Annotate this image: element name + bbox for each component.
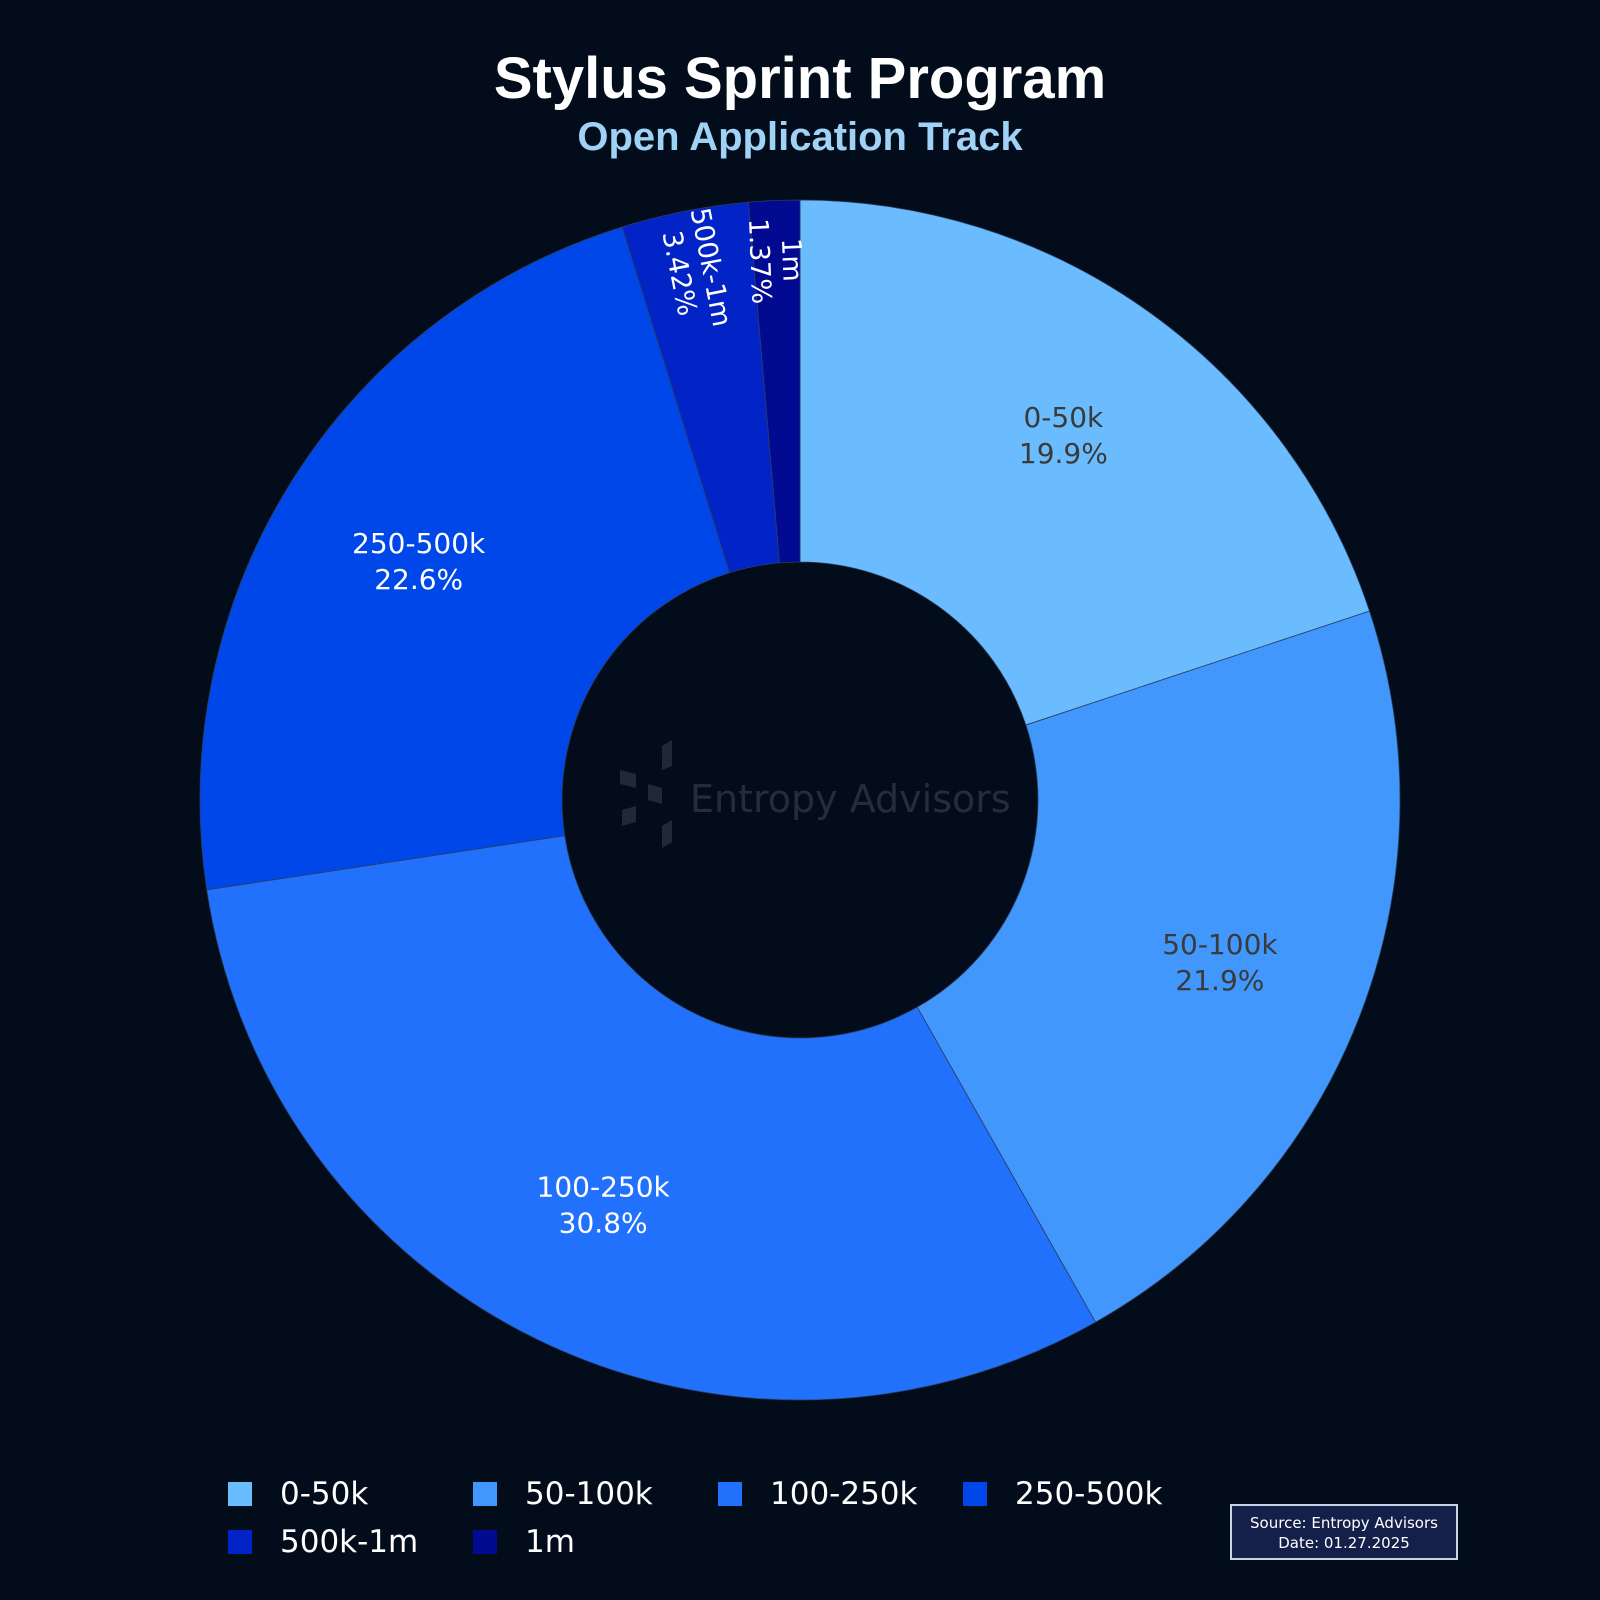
legend-label: 500k-1m <box>280 1524 419 1560</box>
legend-item-1m[interactable]: 1m <box>473 1520 575 1564</box>
slice-50-100k[interactable] <box>916 610 1401 1323</box>
legend-swatch <box>228 1482 252 1506</box>
legend-label: 0-50k <box>280 1476 369 1512</box>
source-box: Source: Entropy Advisors Date: 01.27.202… <box>1230 1504 1458 1560</box>
legend-item-500k-1m[interactable]: 500k-1m <box>228 1520 418 1564</box>
entropy-logo-icon <box>620 740 672 848</box>
chart-subtitle: Open Application Track <box>577 115 1023 159</box>
legend-swatch <box>473 1530 497 1554</box>
legend-item-250-500k[interactable]: 250-500k <box>963 1472 1162 1516</box>
legend-item-0-50k[interactable]: 0-50k <box>228 1472 368 1516</box>
legend-item-50-100k[interactable]: 50-100k <box>473 1472 653 1516</box>
slice-label-100-250k: 100-250k 30.8% <box>537 1171 671 1240</box>
slice-label-0-50k: 0-50k 19.9% <box>1019 401 1108 470</box>
slice-label-50-100k: 50-100k 21.9% <box>1162 928 1278 997</box>
slice-100-250k[interactable] <box>206 835 1097 1401</box>
donut-slices <box>199 199 1401 1401</box>
slice-label-1m: 1m1.37% <box>742 216 809 304</box>
legend-label: 50-100k <box>525 1476 653 1512</box>
legend-swatch <box>228 1530 252 1554</box>
legend-item-100-250k[interactable]: 100-250k <box>718 1472 917 1516</box>
legend-label: 100-250k <box>770 1476 918 1512</box>
legend-swatch <box>718 1482 742 1506</box>
slice-1m[interactable] <box>747 199 801 564</box>
legend-swatch <box>963 1482 987 1506</box>
slice-label-250-500k: 250-500k 22.6% <box>352 527 486 596</box>
watermark: Entropy Advisors <box>620 740 1011 848</box>
slice-250-500k[interactable] <box>199 226 730 891</box>
watermark-text: Entropy Advisors <box>690 777 1011 821</box>
source-text: Source: Entropy Advisors <box>1250 1514 1438 1532</box>
legend-label: 1m <box>525 1524 575 1560</box>
slice-0-50k[interactable] <box>799 199 1370 726</box>
legend-label: 250-500k <box>1015 1476 1163 1512</box>
legend-swatch <box>473 1482 497 1506</box>
date-text: Date: 01.27.2025 <box>1278 1534 1410 1552</box>
slice-labels: 0-50k 19.9% 50-100k 21.9% 100-250k 30.8% 250-5… <box>352 205 1278 1239</box>
chart-title: Stylus Sprint Program <box>493 46 1107 111</box>
